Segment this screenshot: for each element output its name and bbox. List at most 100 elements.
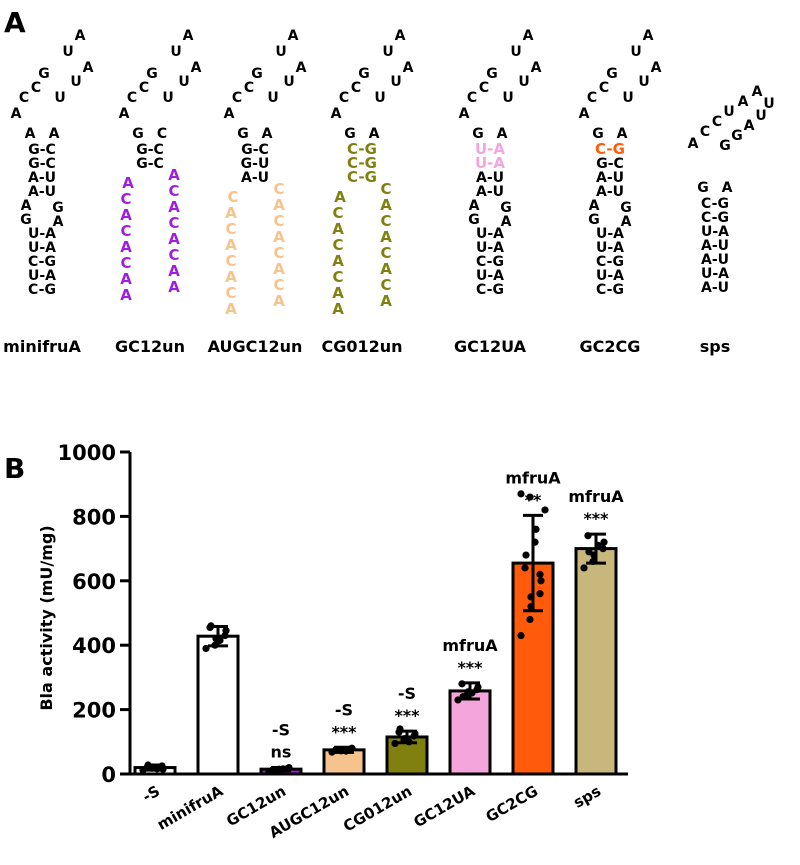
- loop-nucleotide: G: [358, 66, 370, 82]
- loop-nucleotide: A: [224, 106, 235, 122]
- base-pair: C-G: [476, 282, 504, 298]
- unpaired-nucleotide: A: [120, 270, 132, 288]
- loop-nucleotide: U: [622, 90, 633, 106]
- loop-nucleotide: G: [251, 66, 263, 82]
- data-point: [411, 730, 419, 738]
- structure-name: CG012un: [321, 337, 402, 356]
- base-pair: A-U: [596, 184, 624, 200]
- unpaired-nucleotide: A: [168, 262, 180, 280]
- data-point: [153, 765, 161, 773]
- base-pair: C-G: [595, 140, 625, 158]
- loop-nucleotide: C: [599, 80, 609, 96]
- data-point: [600, 538, 608, 546]
- loop-nucleotide: G: [719, 138, 731, 154]
- loop-nucleotide: G: [38, 66, 50, 82]
- data-point: [532, 525, 540, 533]
- data-point: [144, 761, 152, 769]
- data-point: [222, 627, 230, 635]
- comparison-label: -S: [398, 684, 416, 703]
- unpaired-nucleotide: C: [380, 212, 391, 230]
- x-tick-label: minifruA: [154, 782, 226, 834]
- base-pair: C-G: [596, 254, 624, 270]
- unpaired-nucleotide: A: [122, 174, 134, 192]
- bulge-nucleotide: A: [21, 198, 32, 214]
- loop-nucleotide: U: [382, 44, 393, 60]
- x-tick-label: -S: [139, 782, 163, 806]
- base-pair: U-A: [28, 226, 56, 242]
- loop-nucleotide: U: [755, 108, 766, 124]
- significance-label: ns: [271, 743, 292, 762]
- base-pair: U-A: [596, 240, 624, 256]
- data-point: [536, 570, 544, 578]
- x-tick-label: CG012un: [340, 782, 415, 836]
- bulge-nucleotide: A: [621, 214, 632, 230]
- bar-group: *** mfruA sps: [568, 487, 624, 812]
- base-pair: C-G: [596, 282, 624, 298]
- data-point: [526, 615, 534, 624]
- data-point: [207, 622, 215, 630]
- data-point: [517, 631, 525, 640]
- loop-nucleotide: U: [638, 74, 649, 90]
- bulge-nucleotide: G: [20, 212, 32, 228]
- loop-nucleotide: A: [752, 84, 763, 100]
- base-pair: U-A: [28, 268, 56, 284]
- unpaired-nucleotide: C: [225, 220, 236, 238]
- data-point: [585, 548, 593, 556]
- base-pair: C-G: [28, 282, 56, 298]
- unpaired-nucleotide: A: [334, 188, 346, 206]
- y-tick-label: 400: [72, 634, 116, 658]
- base-pair: U-A: [476, 268, 504, 284]
- loop-nucleotide: U: [170, 44, 181, 60]
- loop-nucleotide: A: [83, 60, 94, 76]
- data-point: [342, 747, 350, 755]
- data-point: [348, 744, 356, 752]
- significance-label: ***: [331, 722, 357, 741]
- loop-nucleotide: U: [162, 90, 173, 106]
- data-point: [526, 493, 534, 501]
- unpaired-nucleotide: A: [225, 268, 237, 286]
- loop-nucleotide: U: [390, 74, 401, 90]
- data-point: [159, 765, 167, 773]
- data-point: [580, 564, 588, 572]
- data-point: [589, 557, 597, 566]
- structure-name: GC12un: [115, 337, 185, 356]
- base-pair: G-C: [28, 142, 56, 158]
- unpaired-nucleotide: A: [225, 204, 237, 222]
- unpaired-nucleotide: A: [225, 300, 237, 318]
- base-pair: G-C: [136, 156, 164, 172]
- unpaired-nucleotide: C: [332, 204, 343, 222]
- bulge-nucleotide: A: [589, 198, 600, 214]
- loop-nucleotide: C: [139, 80, 149, 96]
- x-tick-label: GC2CG: [483, 782, 541, 826]
- structure-name: AUGC12un: [208, 337, 303, 356]
- base-pair: U-A: [701, 266, 729, 282]
- unpaired-nucleotide: A: [380, 196, 392, 214]
- bulge-nucleotide: G: [52, 200, 64, 216]
- loop-nucleotide: U: [62, 44, 73, 60]
- loop-nucleotide: A: [75, 28, 86, 44]
- unpaired-nucleotide: C: [227, 188, 238, 206]
- unpaired-nucleotide: A: [120, 286, 132, 304]
- unpaired-nucleotide: C: [168, 246, 179, 264]
- unpaired-nucleotide: C: [120, 222, 131, 240]
- hinge-nucleotide: A: [722, 180, 733, 196]
- structure-name: minifruA: [3, 337, 81, 356]
- data-point: [333, 746, 341, 754]
- data-point: [522, 551, 530, 559]
- comparison-label: -S: [272, 721, 290, 740]
- data-point: [216, 636, 224, 644]
- loop-nucleotide: C: [19, 90, 29, 106]
- unpaired-nucleotide: C: [273, 276, 284, 294]
- unpaired-nucleotide: C: [380, 180, 391, 198]
- base-pair: C-G: [701, 196, 729, 212]
- loop-nucleotide: A: [643, 28, 654, 44]
- loop-nucleotide: C: [232, 90, 242, 106]
- loop-nucleotide: U: [283, 74, 294, 90]
- unpaired-nucleotide: A: [168, 230, 180, 248]
- comparison-label: mfruA: [568, 487, 624, 506]
- hinge-nucleotide: G: [472, 126, 484, 142]
- panel-b-label: B: [4, 452, 25, 485]
- base-pair: G-C: [136, 142, 164, 158]
